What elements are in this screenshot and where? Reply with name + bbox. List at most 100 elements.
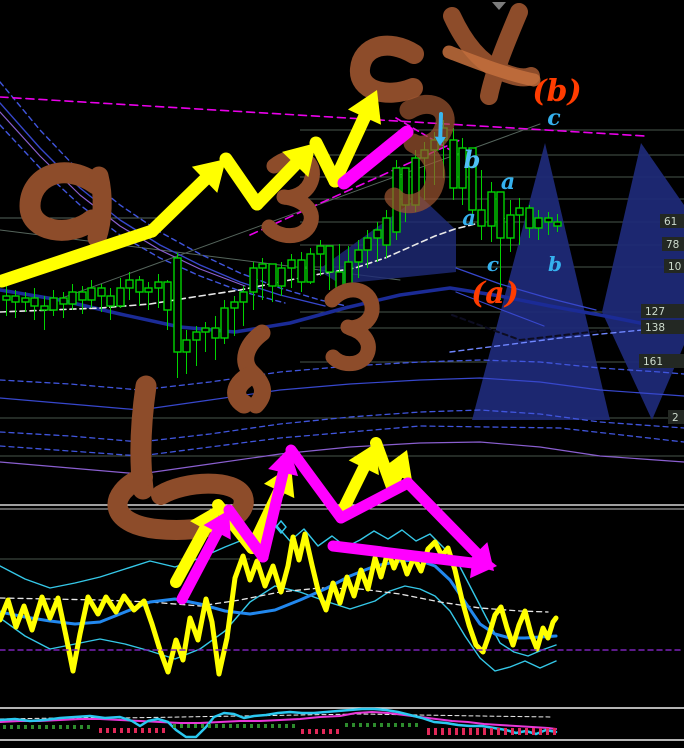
candle-body (477, 209, 486, 227)
histogram-dot (87, 725, 90, 729)
histogram-dot (99, 728, 102, 733)
candle-body (268, 263, 277, 287)
low-band-dash-3 (0, 425, 684, 457)
histogram-dot (45, 725, 48, 729)
candle-body (525, 207, 534, 229)
white-dashed-ma (0, 216, 513, 313)
wave-label: c (547, 105, 561, 131)
histogram-dot (222, 724, 225, 728)
histogram-dot (215, 724, 218, 728)
wave-label: (b) (532, 74, 581, 109)
histogram-dot (264, 724, 267, 728)
histogram-dot (201, 724, 204, 728)
navy-diamond (602, 143, 684, 420)
lower-yellow-1 (170, 523, 211, 588)
histogram-dot (490, 728, 493, 735)
black-dash-over-triangle (451, 314, 609, 341)
histogram-dot (17, 725, 20, 729)
candle-body (534, 217, 543, 229)
histogram-dot (80, 725, 83, 729)
upper-yellow-2 (145, 173, 212, 238)
histogram-dot (194, 724, 197, 728)
candle-body (458, 147, 467, 189)
histogram-dot (250, 724, 253, 728)
brown-spiral (324, 282, 380, 372)
brown-blob (227, 365, 262, 414)
candle-body (173, 257, 182, 353)
upper-yellow-4 (250, 157, 302, 211)
candle-body (135, 279, 144, 293)
strip-dots (3, 723, 556, 735)
osc-yellow (0, 531, 559, 677)
histogram-dot (113, 728, 116, 733)
lower-magenta-6 (402, 477, 482, 559)
histogram-dot (173, 724, 176, 728)
histogram-dot (366, 723, 369, 727)
histogram-dot (187, 724, 190, 728)
fib-label-box (660, 214, 684, 228)
candle-body (154, 281, 163, 289)
histogram-dot (455, 728, 458, 735)
upper-yellow-2-head (191, 159, 226, 193)
candle-body (220, 307, 229, 339)
histogram-dot (308, 729, 311, 734)
histogram-dot (525, 728, 528, 735)
candle-body (106, 295, 115, 307)
histogram-dot (352, 723, 355, 727)
candle-body (182, 339, 191, 353)
histogram-dot (106, 728, 109, 733)
strip-cyan (0, 707, 558, 739)
candle-body (11, 295, 20, 303)
candle-body (249, 267, 258, 293)
fib-label-box (664, 259, 684, 273)
fib-label-box (662, 237, 684, 251)
histogram-dot (408, 723, 411, 727)
navy-triangle (472, 143, 610, 420)
histogram-dot (301, 729, 304, 734)
histogram-dot (3, 725, 6, 729)
candle-body (449, 139, 458, 189)
lower-magenta-4 (285, 444, 347, 524)
candle-body (192, 331, 201, 341)
low-band-dash-2 (0, 409, 684, 443)
histogram-dot (229, 724, 232, 728)
peak-cyan-arrow-head (434, 136, 446, 146)
histogram-dot (380, 723, 383, 727)
histogram-dot (427, 728, 430, 735)
candle-body (496, 191, 505, 239)
fib-label: 10 (668, 261, 681, 273)
histogram-dot (504, 728, 507, 735)
wave-label: (a) (471, 276, 519, 311)
histogram-dot (387, 723, 390, 727)
histogram-dot (511, 728, 514, 735)
histogram-dot (336, 729, 339, 734)
histogram-dot (315, 729, 318, 734)
candle-body (87, 287, 96, 301)
candle-body (258, 263, 267, 269)
histogram-dot (162, 728, 165, 733)
upper-yellow-4-head (282, 143, 316, 178)
brown-letter-a-loop (19, 162, 107, 241)
brown-letter-c (350, 35, 424, 103)
histogram-dot (441, 728, 444, 735)
histogram-dot (180, 724, 183, 728)
wave-label: a (501, 169, 515, 195)
histogram-dot (532, 728, 535, 735)
histogram-dot (345, 723, 348, 727)
candle-body (316, 245, 325, 255)
candle-body (239, 291, 248, 303)
histogram-dot (66, 725, 69, 729)
histogram-dot (518, 728, 521, 735)
candle-body (487, 191, 496, 227)
low-band-dash-1 (0, 359, 684, 391)
histogram-dot (434, 728, 437, 735)
lower-yellow-4-head (348, 443, 379, 476)
fib-label: 161 (643, 356, 663, 368)
extras (275, 2, 506, 535)
histogram-dot (373, 723, 376, 727)
histogram-dot (271, 724, 274, 728)
histogram-dot (394, 723, 397, 727)
violet-band (0, 111, 246, 287)
